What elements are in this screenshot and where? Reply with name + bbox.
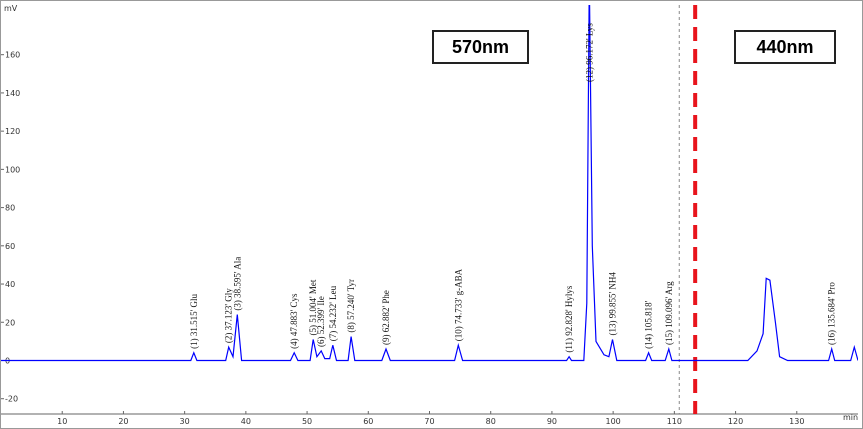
- peak-label: (10) 74.733' g-ABA: [453, 268, 463, 341]
- peak-label: (11) 92.828' Hylys: [564, 285, 574, 353]
- x-tick-label: 10: [57, 417, 67, 426]
- peak-label: (1) 31.515' Glu: [189, 293, 199, 348]
- plot-area: [1, 5, 858, 362]
- x-tick-label: 50: [302, 417, 312, 426]
- y-tick-label: 140: [5, 89, 20, 98]
- peak-label: (3) 38.595' Ala: [232, 257, 242, 311]
- peak-label: (5) 51.004' Met: [308, 279, 318, 335]
- peak-label: (15) 109.096' Arg: [664, 281, 674, 345]
- y-tick-label: 40: [5, 280, 15, 289]
- peak-label: (4) 47.883' Cys: [289, 293, 299, 349]
- y-tick-label: 120: [5, 127, 20, 136]
- wavelength-box: 570nm: [432, 30, 529, 64]
- y-tick-label: 100: [5, 165, 20, 174]
- peak-label: (14) 105.818': [644, 300, 654, 348]
- y-tick-label: -20: [5, 395, 18, 404]
- x-tick-label: 80: [486, 417, 496, 426]
- y-unit: mV: [4, 4, 18, 13]
- peak-label: (2) 37.123' Gly: [224, 288, 234, 343]
- peak-label: (9) 62.882' Phe: [381, 290, 391, 345]
- x-tick-label: 130: [789, 417, 804, 426]
- peak-label: (12) 96.172' Lys: [584, 23, 594, 82]
- x-tick-label: 70: [424, 417, 434, 426]
- x-tick-label: 100: [606, 417, 621, 426]
- peak-label: (6) 52.399' Ile: [316, 296, 326, 347]
- peak-label: (13) 99.855' NH4: [608, 272, 618, 336]
- x-tick-label: 110: [667, 417, 682, 426]
- x-tick-label: 120: [728, 417, 743, 426]
- x-tick-label: 90: [547, 417, 557, 426]
- trace: [1, 5, 858, 362]
- x-tick-label: 60: [363, 417, 373, 426]
- peak-label: (7) 54.232' Leu: [328, 285, 338, 341]
- y-tick-label: 80: [5, 204, 15, 213]
- x-tick-label: 40: [241, 417, 251, 426]
- y-tick-label: 160: [5, 51, 20, 60]
- x-tick-label: 20: [118, 417, 128, 426]
- y-tick-label: 20: [5, 318, 15, 327]
- x-unit: min: [843, 413, 858, 422]
- wavelength-box: 440nm: [734, 30, 836, 64]
- x-tick-label: 30: [180, 417, 190, 426]
- peak-label: (8) 57.240' Tyr: [346, 279, 356, 333]
- y-tick-label: 60: [5, 242, 15, 251]
- peak-label: (16) 135.684' Pro: [827, 282, 837, 345]
